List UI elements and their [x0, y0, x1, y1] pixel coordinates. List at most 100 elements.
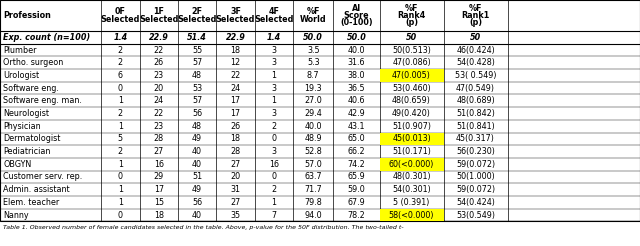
Text: 17: 17 [230, 96, 241, 105]
Text: 16: 16 [269, 160, 279, 169]
Text: Profession: Profession [3, 11, 51, 20]
Text: 49(0.420): 49(0.420) [392, 109, 431, 118]
Text: 23: 23 [154, 122, 164, 131]
Text: (p): (p) [405, 18, 418, 27]
Text: Ortho. surgeon: Ortho. surgeon [3, 58, 63, 67]
Text: 0: 0 [271, 172, 276, 182]
Text: 58(<0.000): 58(<0.000) [388, 211, 435, 219]
Text: Selected: Selected [139, 15, 179, 24]
Text: Selected: Selected [177, 15, 217, 24]
Text: 2: 2 [118, 109, 123, 118]
Text: 27: 27 [230, 160, 241, 169]
Text: 1.4: 1.4 [267, 33, 281, 42]
Text: 18: 18 [154, 211, 164, 219]
Text: 51.4: 51.4 [187, 33, 207, 42]
Text: Plumber: Plumber [3, 46, 36, 55]
Text: 48(0.301): 48(0.301) [392, 172, 431, 182]
Text: 7: 7 [271, 211, 276, 219]
Text: 47(0.549): 47(0.549) [456, 84, 495, 92]
Text: Software eng.: Software eng. [3, 84, 59, 92]
Text: 65.0: 65.0 [348, 134, 365, 143]
Text: Selected: Selected [254, 15, 294, 24]
Text: 52.8: 52.8 [305, 147, 322, 156]
Text: 40.0: 40.0 [305, 122, 322, 131]
Text: 40: 40 [192, 160, 202, 169]
Text: 3.5: 3.5 [307, 46, 319, 55]
Text: 16: 16 [154, 160, 164, 169]
Text: 22.9: 22.9 [225, 33, 246, 42]
Text: 29.4: 29.4 [305, 109, 322, 118]
Text: 51(0.907): 51(0.907) [392, 122, 431, 131]
Text: %F: %F [469, 4, 482, 13]
Text: 53: 53 [192, 84, 202, 92]
Text: 15: 15 [154, 198, 164, 207]
Text: 5: 5 [118, 134, 123, 143]
Text: 63.7: 63.7 [305, 172, 322, 182]
Text: (p): (p) [469, 18, 482, 27]
Text: Selected: Selected [216, 15, 255, 24]
Text: %F: %F [405, 4, 418, 13]
Text: 5 (0.391): 5 (0.391) [394, 198, 429, 207]
Text: 51(0.171): 51(0.171) [392, 147, 431, 156]
Text: 50.0: 50.0 [303, 33, 323, 42]
Text: 28: 28 [154, 134, 164, 143]
Text: Exp. count (n=100): Exp. count (n=100) [3, 33, 90, 42]
Text: 56(0.230): 56(0.230) [456, 147, 495, 156]
Text: 18: 18 [230, 46, 241, 55]
Text: 17: 17 [230, 109, 241, 118]
Bar [380, 133, 444, 145]
Text: Physician: Physician [3, 122, 41, 131]
Text: 1: 1 [118, 96, 123, 105]
Text: 2F: 2F [191, 7, 203, 16]
Text: 1.4: 1.4 [113, 33, 127, 42]
Text: 57: 57 [192, 96, 202, 105]
Text: 26: 26 [230, 122, 241, 131]
Text: 1F: 1F [154, 7, 164, 16]
Text: 19.3: 19.3 [305, 84, 322, 92]
Text: 2: 2 [118, 58, 123, 67]
Text: 49: 49 [192, 185, 202, 194]
Text: 57.0: 57.0 [305, 160, 322, 169]
Text: 22: 22 [154, 109, 164, 118]
Text: 1: 1 [271, 96, 276, 105]
Text: 49: 49 [192, 134, 202, 143]
Text: 2: 2 [118, 147, 123, 156]
Text: Score: Score [344, 11, 369, 20]
Text: 54(0.301): 54(0.301) [392, 185, 431, 194]
Text: 0: 0 [118, 172, 123, 182]
Text: Selected: Selected [100, 15, 140, 24]
Text: 42.9: 42.9 [348, 109, 365, 118]
Text: 3: 3 [271, 109, 276, 118]
Text: Customer serv. rep.: Customer serv. rep. [3, 172, 83, 182]
Text: 50(0.513): 50(0.513) [392, 46, 431, 55]
Text: 53(0.460): 53(0.460) [392, 84, 431, 92]
Text: 0: 0 [118, 211, 123, 219]
Text: 48: 48 [192, 122, 202, 131]
Text: 0F: 0F [115, 7, 125, 16]
Text: 22: 22 [154, 46, 164, 55]
Text: 94.0: 94.0 [305, 211, 322, 219]
Text: 45(0.013): 45(0.013) [392, 134, 431, 143]
Text: 50: 50 [470, 33, 481, 42]
Text: 67.9: 67.9 [348, 198, 365, 207]
Text: 22: 22 [230, 71, 241, 80]
Text: 56: 56 [192, 198, 202, 207]
Text: 3: 3 [271, 84, 276, 92]
Text: 26: 26 [154, 58, 164, 67]
Text: 1: 1 [118, 160, 123, 169]
Text: 35: 35 [230, 211, 241, 219]
Text: 1: 1 [118, 185, 123, 194]
Text: Admin. assistant: Admin. assistant [3, 185, 70, 194]
Text: 40.0: 40.0 [348, 46, 365, 55]
Text: 40: 40 [192, 211, 202, 219]
Text: Urologist: Urologist [3, 71, 39, 80]
Text: 1: 1 [271, 198, 276, 207]
Text: 6: 6 [118, 71, 123, 80]
Text: 55: 55 [192, 46, 202, 55]
Text: 48(0.659): 48(0.659) [392, 96, 431, 105]
Text: 57: 57 [192, 58, 202, 67]
Text: 50.0: 50.0 [346, 33, 367, 42]
Text: 3: 3 [271, 147, 276, 156]
Text: 60(<0.000): 60(<0.000) [389, 160, 434, 169]
Text: 29: 29 [154, 172, 164, 182]
